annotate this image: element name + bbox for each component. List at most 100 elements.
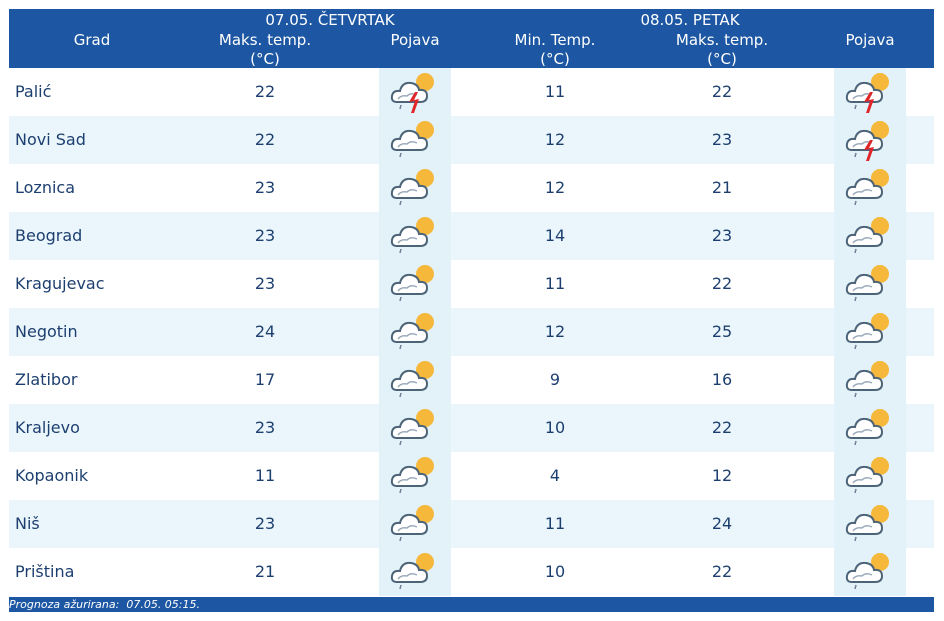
weather-icon xyxy=(390,553,434,590)
temperature: 11 xyxy=(544,274,566,293)
column-unit: (°C) xyxy=(250,50,280,68)
temperature: 4 xyxy=(549,466,561,485)
weather-icon xyxy=(390,217,434,254)
icon-cell xyxy=(834,404,906,452)
city-name: Zlatibor xyxy=(15,370,78,389)
temperature: 22 xyxy=(711,274,733,293)
table-row xyxy=(9,356,934,404)
temperature: 17 xyxy=(254,370,276,389)
weather-icon xyxy=(845,457,889,494)
city-name: Beograd xyxy=(15,226,83,245)
icon-cell xyxy=(834,116,906,164)
weather-icon xyxy=(390,361,434,398)
weather-icon xyxy=(390,409,434,446)
temperature: 23 xyxy=(254,274,276,293)
table-row xyxy=(9,68,934,116)
icon-cell xyxy=(379,212,451,260)
footer: Prognoza ažurirana: 07.05. 05:15. xyxy=(9,597,934,612)
column-header: Maks. temp. xyxy=(218,31,312,49)
temperature: 24 xyxy=(711,514,733,533)
weather-icon xyxy=(390,313,434,350)
temperature: 23 xyxy=(711,226,733,245)
city-name: Kraljevo xyxy=(15,418,80,437)
column-unit: (°C) xyxy=(540,50,570,68)
weather-icon xyxy=(845,265,889,302)
table-row xyxy=(9,500,934,548)
weather-icon xyxy=(845,361,889,398)
table-row xyxy=(9,116,934,164)
icon-cell xyxy=(379,356,451,404)
temperature: 21 xyxy=(711,178,733,197)
day-header: 07.05. ČETVRTAK xyxy=(265,11,395,29)
icon-cell xyxy=(834,212,906,260)
table-row xyxy=(9,260,934,308)
day-header: 08.05. PETAK xyxy=(640,11,740,29)
temperature: 23 xyxy=(254,514,276,533)
city-name: Niš xyxy=(15,514,40,533)
icon-cell xyxy=(379,500,451,548)
temperature: 12 xyxy=(711,466,733,485)
city-name: Negotin xyxy=(15,322,78,341)
icon-cell xyxy=(379,260,451,308)
table-row xyxy=(9,452,934,500)
icon-cell xyxy=(834,452,906,500)
temperature: 21 xyxy=(254,562,276,581)
temperature: 22 xyxy=(254,130,276,149)
table-header xyxy=(9,9,934,68)
weather-icon xyxy=(845,313,889,350)
icon-cell xyxy=(379,308,451,356)
column-header: Grad xyxy=(73,31,111,49)
column-header: Min. Temp. xyxy=(514,31,596,49)
temperature: 23 xyxy=(254,418,276,437)
weather-icon xyxy=(845,409,889,446)
temperature: 12 xyxy=(544,322,566,341)
icon-cell xyxy=(834,548,906,596)
icon-cell xyxy=(379,116,451,164)
weather-icon xyxy=(845,553,889,590)
column-header: Maks. temp. xyxy=(675,31,769,49)
weather-icon xyxy=(845,505,889,542)
icon-cell xyxy=(834,164,906,212)
temperature: 22 xyxy=(711,562,733,581)
table-row xyxy=(9,308,934,356)
icon-cell xyxy=(834,260,906,308)
icon-cell xyxy=(834,68,906,116)
temperature: 24 xyxy=(254,322,276,341)
weather-icon xyxy=(390,121,434,158)
temperature: 22 xyxy=(711,82,733,101)
temperature: 12 xyxy=(544,178,566,197)
icon-cell xyxy=(834,500,906,548)
temperature: 12 xyxy=(544,130,566,149)
temperature: 14 xyxy=(544,226,566,245)
footer-time: 07.05. 05:15. xyxy=(126,598,201,611)
weather-icon xyxy=(845,217,889,254)
temperature: 23 xyxy=(254,226,276,245)
table-row xyxy=(9,548,934,596)
column-header: Pojava xyxy=(390,31,440,49)
temperature: 22 xyxy=(254,82,276,101)
temperature: 11 xyxy=(544,82,566,101)
temperature: 9 xyxy=(549,370,561,389)
icon-cell xyxy=(834,356,906,404)
temperature: 23 xyxy=(254,178,276,197)
weather-icon xyxy=(390,505,434,542)
icon-cell xyxy=(834,308,906,356)
temperature: 25 xyxy=(711,322,733,341)
city-name: Novi Sad xyxy=(15,130,86,149)
weather-icon xyxy=(845,169,889,206)
icon-cell xyxy=(379,68,451,116)
icon-cell xyxy=(379,548,451,596)
temperature: 11 xyxy=(254,466,276,485)
city-name: Loznica xyxy=(15,178,76,197)
weather-icon xyxy=(390,169,434,206)
weather-icon xyxy=(845,121,889,161)
icon-cell xyxy=(379,404,451,452)
temperature: 11 xyxy=(544,514,566,533)
column-header: Pojava xyxy=(845,31,895,49)
weather-icon xyxy=(390,457,434,494)
weather-icon xyxy=(390,73,434,113)
temperature: 22 xyxy=(711,418,733,437)
city-name: Kopaonik xyxy=(15,466,89,485)
city-name: Kragujevac xyxy=(15,274,105,293)
